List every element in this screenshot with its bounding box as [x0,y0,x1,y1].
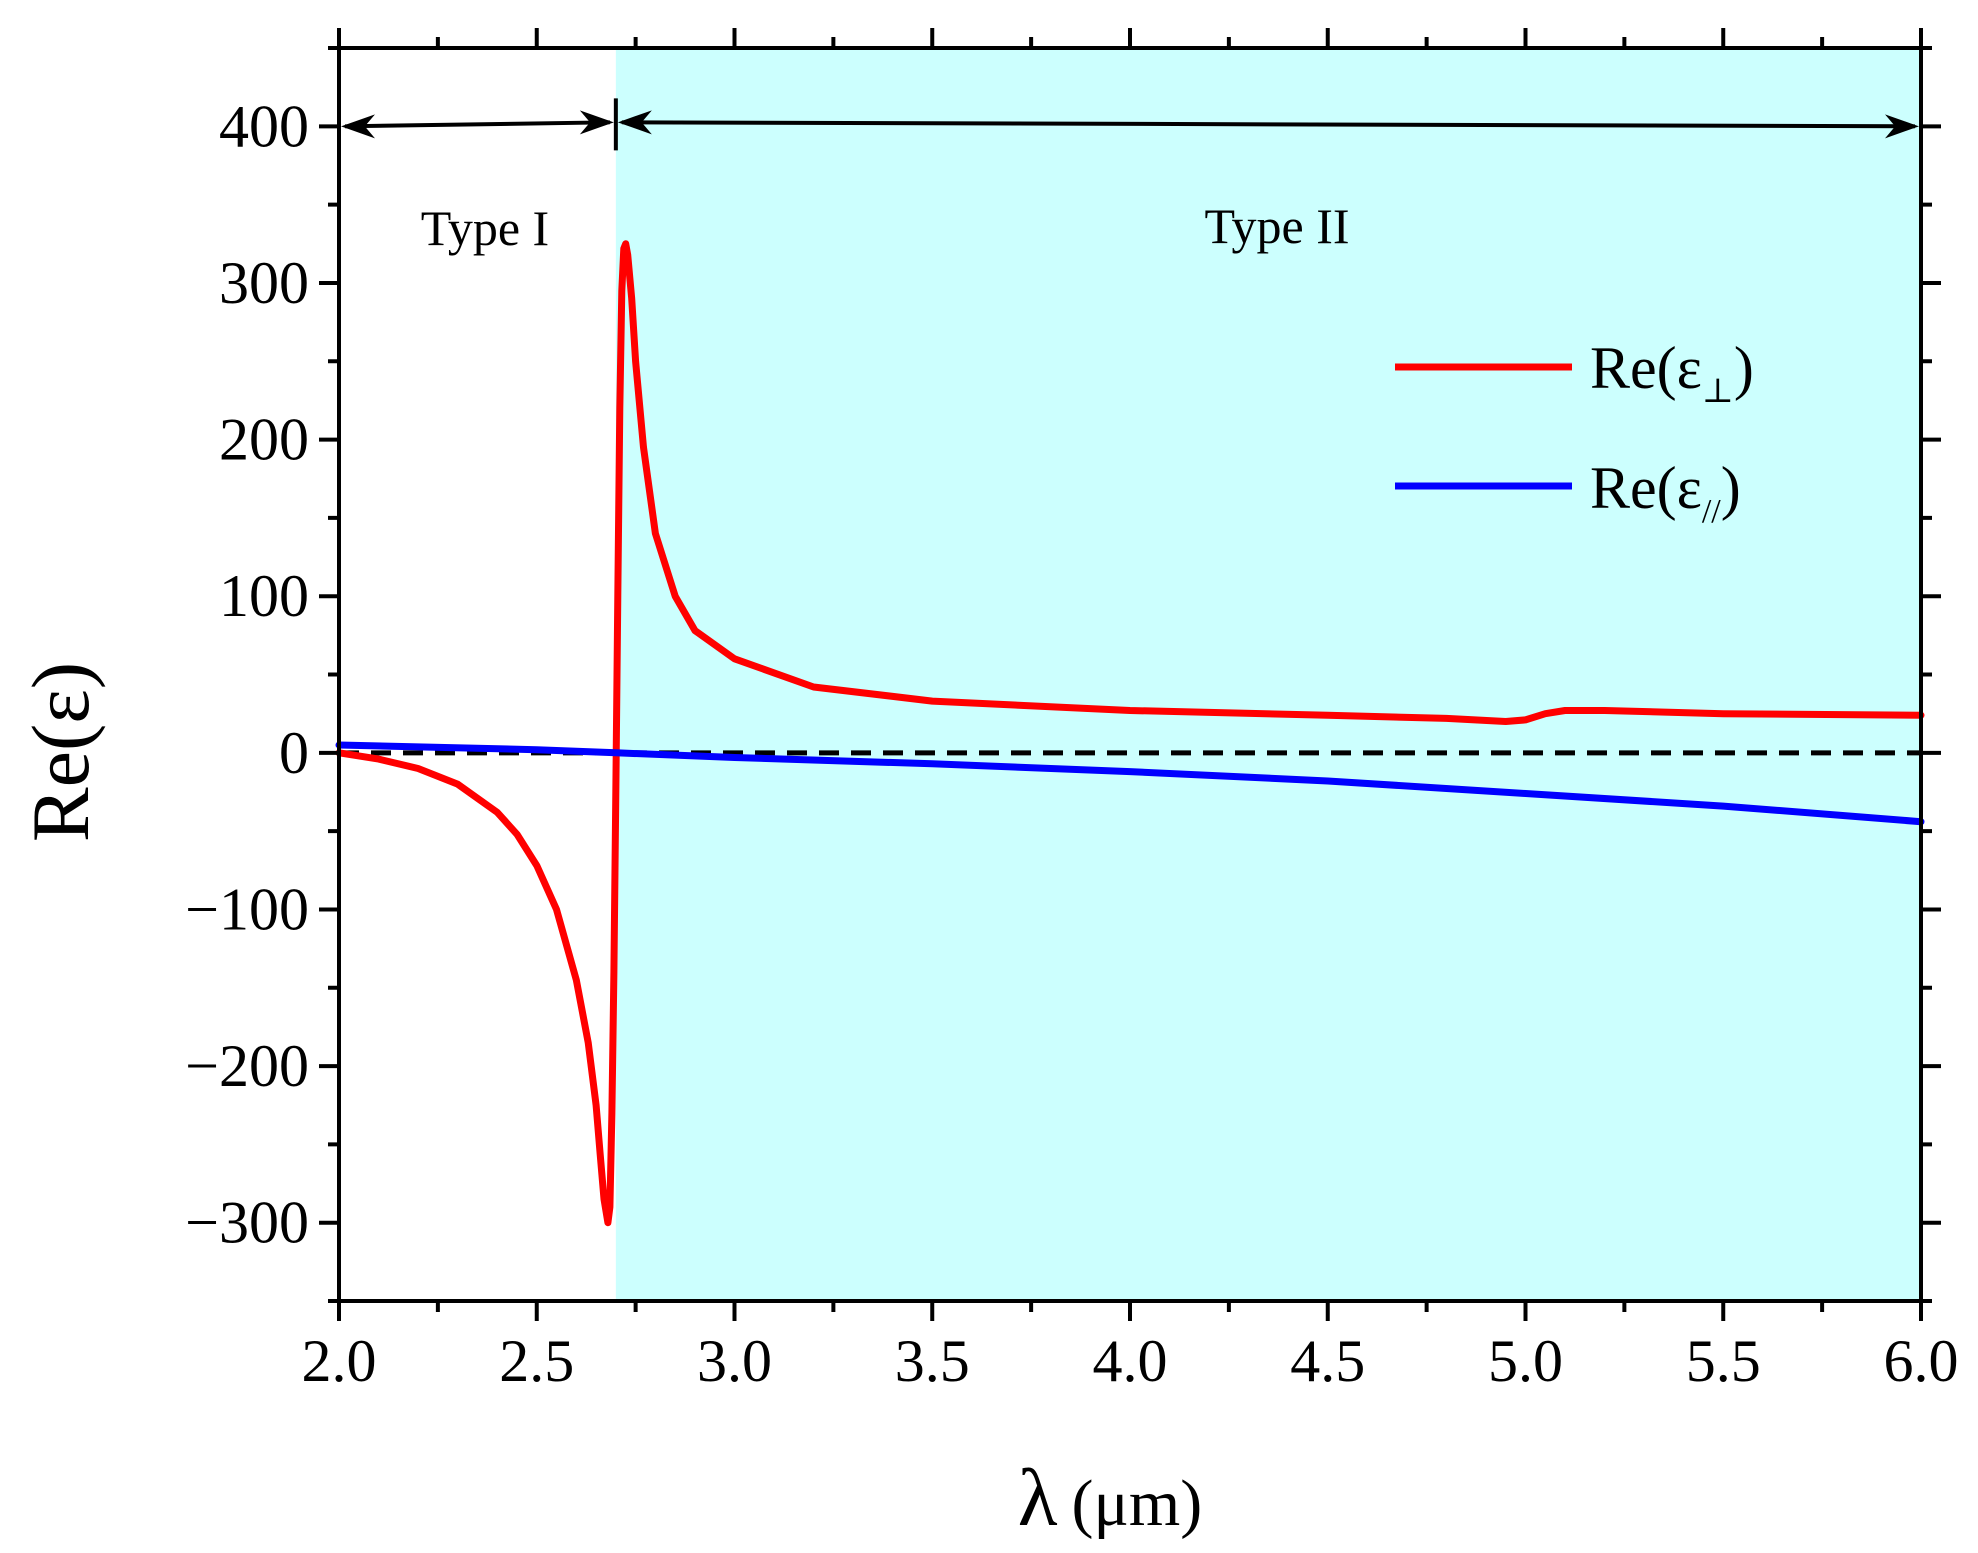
x-tick-label: 5.0 [1488,1328,1563,1394]
legend-label-re-eps-perp: Re(ε⊥) [1590,335,1754,410]
x-tick-label: 2.0 [302,1328,377,1394]
region-2 [615,48,1921,1301]
y-tick-label: 200 [219,407,309,473]
y-axis-title: Re(ε) [15,662,106,842]
x-axis-title-main: λ [1018,1452,1058,1543]
x-tick-label: 3.0 [697,1328,772,1394]
region-1 [339,48,616,1301]
y-axis-ticks: −300 −200 −100 0 100 200 300 400 [185,46,1941,1303]
y-tick-label: −200 [185,1033,309,1099]
region-label-type-2: Type II [1204,198,1349,254]
y-tick-label: 100 [219,563,309,629]
legend-label-re-eps-par-close: ) [1721,455,1741,521]
x-axis-title-unit: (μm) [1072,1467,1203,1540]
y-tick-label: −100 [185,876,309,942]
x-tick-label: 4.5 [1290,1328,1365,1394]
y-tick-label: 300 [219,250,309,316]
type-2-arrow-head-right [1885,114,1919,139]
legend-label-re-eps-par-main: Re(ε [1590,455,1702,521]
x-tick-label: 6.0 [1884,1328,1959,1394]
x-tick-label: 5.5 [1686,1328,1761,1394]
x-axis-ticks: 2.0 2.5 3.0 3.5 4.0 4.5 5.0 5.5 6.0 [302,28,1959,1394]
legend-label-re-eps-par-sub: // [1702,493,1721,530]
type-1-arrow-head-right [579,110,614,135]
type-2-arrow-line [621,120,1916,129]
type-2-arrow-head-left [617,110,652,135]
y-tick-label: 0 [279,720,309,786]
series-layer [335,240,1925,1227]
type-1-arrow-head-left [341,114,375,139]
region-label-type-1: Type I [421,200,549,256]
type-1-arrow-line [344,120,610,129]
x-tick-label: 3.5 [895,1328,970,1394]
y-tick-label: 400 [219,93,309,159]
x-tick-label: 4.0 [1093,1328,1168,1394]
legend: Re(ε⊥) Re(ε//) [1395,335,1754,530]
series-line-2 [335,741,1925,826]
regions-layer [339,48,1921,1301]
x-axis-title: λ (μm) [1018,1452,1202,1543]
y-tick-label: −300 [185,1190,309,1256]
x-tick-label: 2.5 [499,1328,574,1394]
legend-label-re-eps-par: Re(ε//) [1590,455,1741,530]
legend-label-re-eps-perp-main: Re(ε [1590,335,1702,401]
region-arrows [341,98,1919,151]
legend-label-re-eps-perp-sub: ⊥ [1702,373,1734,410]
series-line-1 [335,240,1925,1227]
legend-label-re-eps-perp-close: ) [1734,335,1754,401]
